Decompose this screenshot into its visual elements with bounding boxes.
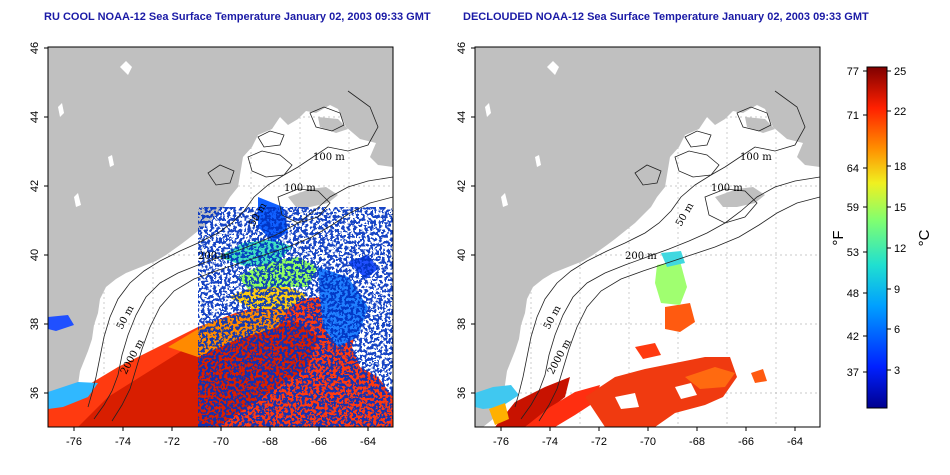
celsius-tick-label: 25 (894, 66, 906, 78)
right-lat-axis (471, 47, 475, 394)
contour-label: 200 m (625, 251, 657, 262)
fahrenheit-tick-label: 48 (847, 288, 859, 300)
lon-tick-label: -72 (164, 436, 180, 448)
left-map-title: RU COOL NOAA-12 Sea Surface Temperature … (44, 11, 431, 23)
lon-tick-label: -70 (213, 436, 229, 448)
right-sst-field (475, 251, 767, 427)
lon-tick-label: -76 (493, 436, 509, 448)
lon-tick-label: -76 (66, 436, 82, 448)
celsius-unit-label: °C (916, 229, 933, 246)
fahrenheit-tick-label: 71 (847, 110, 859, 122)
fahrenheit-tick-label: 53 (847, 247, 859, 259)
fahrenheit-tick-label: 42 (847, 331, 859, 343)
lat-tick-label: 40 (29, 249, 41, 261)
celsius-tick-label: 18 (894, 161, 906, 173)
temperature-colorbar: 77 71 64 59 53 48 42 37 25 22 18 15 12 9… (830, 66, 933, 409)
contour-label: 100 m (740, 152, 772, 163)
lat-tick-label: 44 (29, 111, 41, 123)
celsius-tick-label: 15 (894, 202, 906, 214)
lon-tick-label: -74 (542, 436, 558, 448)
lat-tick-label: 46 (29, 42, 41, 54)
lat-tick-label: 42 (29, 180, 41, 192)
lat-tick-label: 36 (29, 387, 41, 399)
lat-tick-label: 36 (456, 387, 468, 399)
left-lon-axis (73, 427, 369, 431)
left-map-panel: 100 m 100 m 50 m 200 m 50 m 2000 m (48, 47, 393, 427)
lon-tick-label: -66 (738, 436, 754, 448)
celsius-tick-label: 6 (894, 324, 900, 336)
contour-label: 100 m (313, 152, 345, 163)
contour-label: 200 m (198, 251, 230, 262)
lon-tick-label: -70 (640, 436, 656, 448)
celsius-tick-label: 3 (894, 365, 900, 377)
left-sst-field (48, 197, 393, 427)
contour-label: 100 m (711, 183, 743, 194)
fahrenheit-tick-label: 64 (847, 163, 859, 175)
lon-tick-label: -64 (787, 436, 803, 448)
lon-tick-label: -64 (360, 436, 376, 448)
lat-tick-label: 38 (456, 318, 468, 330)
fahrenheit-tick-label: 37 (847, 367, 859, 379)
contour-label: 100 m (284, 183, 316, 194)
lat-tick-label: 42 (456, 180, 468, 192)
celsius-tick-label: 12 (894, 243, 906, 255)
lat-tick-label: 44 (456, 111, 468, 123)
lon-tick-label: -68 (262, 436, 278, 448)
lon-tick-label: -72 (591, 436, 607, 448)
lat-tick-label: 46 (456, 42, 468, 54)
right-map-title: DECLOUDED NOAA-12 Sea Surface Temperatur… (463, 11, 869, 23)
fahrenheit-tick-label: 77 (847, 66, 859, 78)
fahrenheit-unit-label: °F (830, 230, 847, 245)
right-lon-axis (500, 427, 796, 431)
left-lat-axis (44, 47, 48, 394)
lon-tick-label: -66 (311, 436, 327, 448)
fahrenheit-tick-label: 59 (847, 202, 859, 214)
lon-tick-label: -74 (115, 436, 131, 448)
lat-tick-label: 38 (29, 318, 41, 330)
right-map-panel: 100 m 100 m 50 m 200 m 50 m 2000 m (475, 47, 820, 427)
celsius-tick-label: 22 (894, 106, 906, 118)
lon-tick-label: -68 (689, 436, 705, 448)
celsius-tick-label: 9 (894, 284, 900, 296)
lat-tick-label: 40 (456, 249, 468, 261)
